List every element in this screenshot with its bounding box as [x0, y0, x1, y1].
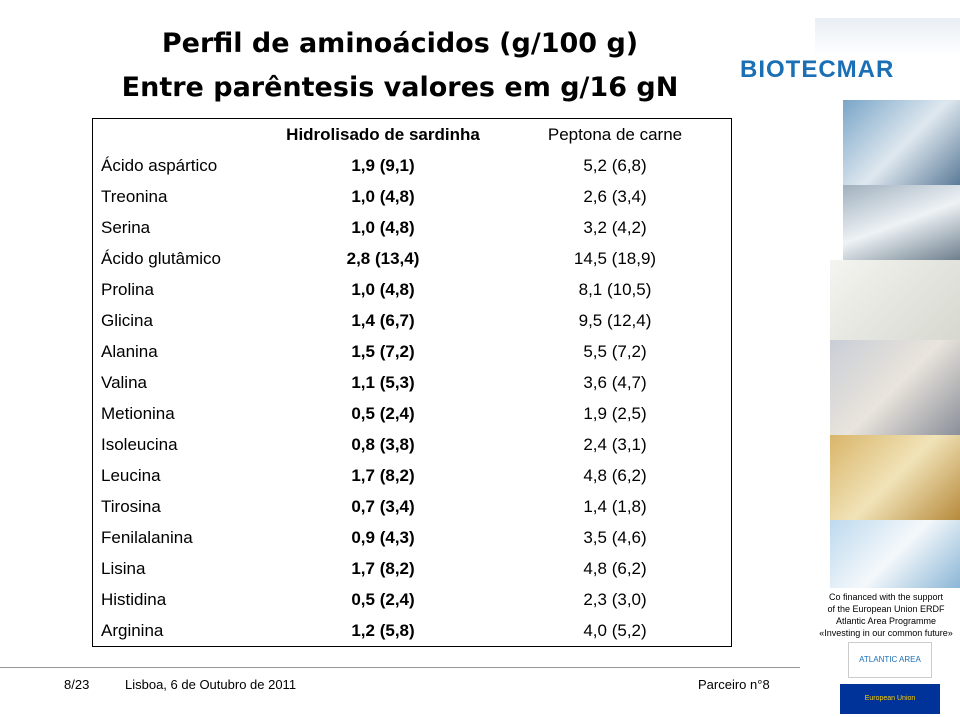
cell: 0,8 (3,8): [351, 434, 415, 454]
cell: 2,3 (3,0): [583, 589, 647, 609]
table-row: Isoleucina 0,8 (3,8) 2,4 (3,1): [93, 429, 732, 460]
footer-partner: Parceiro n°8: [698, 677, 770, 692]
cell: 0,7 (3,4): [351, 496, 415, 516]
amino-table: Hidrolisado de sardinha Peptona de carne Á…: [92, 118, 732, 647]
table-row: Ácido glutâmico 2,8 (13,4) 14,5 (18,9): [93, 243, 732, 274]
cell: Prolina: [101, 279, 154, 299]
photo: [830, 260, 960, 340]
cell: 1,9 (2,5): [583, 403, 647, 423]
cell: 0,5 (2,4): [351, 403, 415, 423]
cell: 1,0 (4,8): [351, 217, 415, 237]
photo: [843, 100, 960, 195]
cell: 1,1 (5,3): [351, 372, 415, 392]
header-row: Hidrolisado de sardinha Peptona de carne: [93, 119, 732, 151]
cell: Metionina: [101, 403, 175, 423]
photo: [843, 185, 960, 260]
cell: 2,4 (3,1): [583, 434, 647, 454]
cell: 1,5 (7,2): [351, 341, 415, 361]
logo: BIOTECMAR: [740, 56, 895, 83]
cell: 4,0 (5,2): [583, 620, 647, 640]
table-row: Lisina 1,7 (8,2) 4,8 (6,2): [93, 553, 732, 584]
table-row: Fenilalanina 0,9 (4,3) 3,5 (4,6): [93, 522, 732, 553]
cell: Alanina: [101, 341, 158, 361]
table-row: Alanina 1,5 (7,2) 5,5 (7,2): [93, 336, 732, 367]
title-line: Entre parêntesis valores em g/16 gN: [121, 72, 679, 103]
cell: [93, 119, 268, 151]
cell: Hidrolisado de sardinha: [286, 124, 480, 144]
cell: 1,2 (5,8): [351, 620, 415, 640]
cell: 1,0 (4,8): [351, 186, 415, 206]
cell: Ácido glutâmico: [101, 248, 222, 268]
cell: 9,5 (12,4): [578, 310, 652, 330]
cell: Serina: [101, 217, 151, 237]
footer-place: Lisboa, 6 de Outubro de 2011: [125, 677, 297, 692]
title-line: Perfil de aminoácidos (g/100 g): [161, 28, 639, 59]
funding-line: of the European Union ERDF: [827, 604, 945, 614]
cell: 3,6 (4,7): [583, 372, 647, 392]
table-row: Arginina 1,2 (5,8) 4,0 (5,2): [93, 615, 732, 647]
funding-line: Co financed with the support: [828, 592, 944, 602]
footer-rule: [0, 667, 800, 668]
cell: Ácido aspártico: [101, 155, 218, 175]
cell: 1,0 (4,8): [351, 279, 415, 299]
cell: Isoleucina: [101, 434, 178, 454]
cell: Tirosina: [101, 496, 161, 516]
cell: 2,6 (3,4): [583, 186, 647, 206]
cell: 3,5 (4,6): [583, 527, 647, 547]
cell: 1,4 (1,8): [583, 496, 647, 516]
cell: 4,8 (6,2): [583, 465, 647, 485]
table-row: Ácido aspártico 1,9 (9,1) 5,2 (6,8): [93, 150, 732, 181]
table-row: Prolina 1,0 (4,8) 8,1 (10,5): [93, 274, 732, 305]
cell: 3,2 (4,2): [583, 217, 647, 237]
page-number: 8/23: [64, 677, 90, 692]
cell: 1,7 (8,2): [351, 558, 415, 578]
cell: Histidina: [101, 589, 167, 609]
table-row: Glicina 1,4 (6,7) 9,5 (12,4): [93, 305, 732, 336]
table-row: Metionina 0,5 (2,4) 1,9 (2,5): [93, 398, 732, 429]
cell: Arginina: [101, 620, 164, 640]
cell: 1,4 (6,7): [351, 310, 415, 330]
cell: 5,2 (6,8): [583, 155, 647, 175]
cell: 4,8 (6,2): [583, 558, 647, 578]
photo: [830, 435, 960, 520]
table-row: Histidina 0,5 (2,4) 2,3 (3,0): [93, 584, 732, 615]
cell: 0,9 (4,3): [351, 527, 415, 547]
table-row: Treonina 1,0 (4,8) 2,6 (3,4): [93, 181, 732, 212]
table-row: Tirosina 0,7 (3,4) 1,4 (1,8): [93, 491, 732, 522]
cell: 0,5 (2,4): [351, 589, 415, 609]
cell: Treonina: [101, 186, 168, 206]
cell: 1,7 (8,2): [351, 465, 415, 485]
cell: 5,5 (7,2): [583, 341, 647, 361]
cell: 1,9 (9,1): [351, 155, 415, 175]
logo-bg: [815, 18, 960, 56]
atlantic-logo: ATLANTIC AREA: [848, 642, 932, 678]
cell: Lisina: [101, 558, 146, 578]
cell: Peptona de carne: [547, 124, 683, 144]
funding-line: «Investing in our common future»: [819, 628, 953, 638]
table-row: Serina 1,0 (4,8) 3,2 (4,2): [93, 212, 732, 243]
cell: Glicina: [101, 310, 153, 330]
funding-line: Atlantic Area Programme: [835, 616, 937, 626]
cell: Fenilalanina: [101, 527, 193, 547]
cell: Valina: [101, 372, 147, 392]
table-row: Leucina 1,7 (8,2) 4,8 (6,2): [93, 460, 732, 491]
photo: [830, 520, 960, 588]
cell: 2,8 (13,4): [346, 248, 420, 268]
cell: 14,5 (18,9): [573, 248, 657, 268]
table-row: Valina 1,1 (5,3) 3,6 (4,7): [93, 367, 732, 398]
cell: 8,1 (10,5): [578, 279, 652, 299]
photo: [830, 340, 960, 435]
cell: Leucina: [101, 465, 161, 485]
eu-logo: European Union: [840, 684, 940, 714]
